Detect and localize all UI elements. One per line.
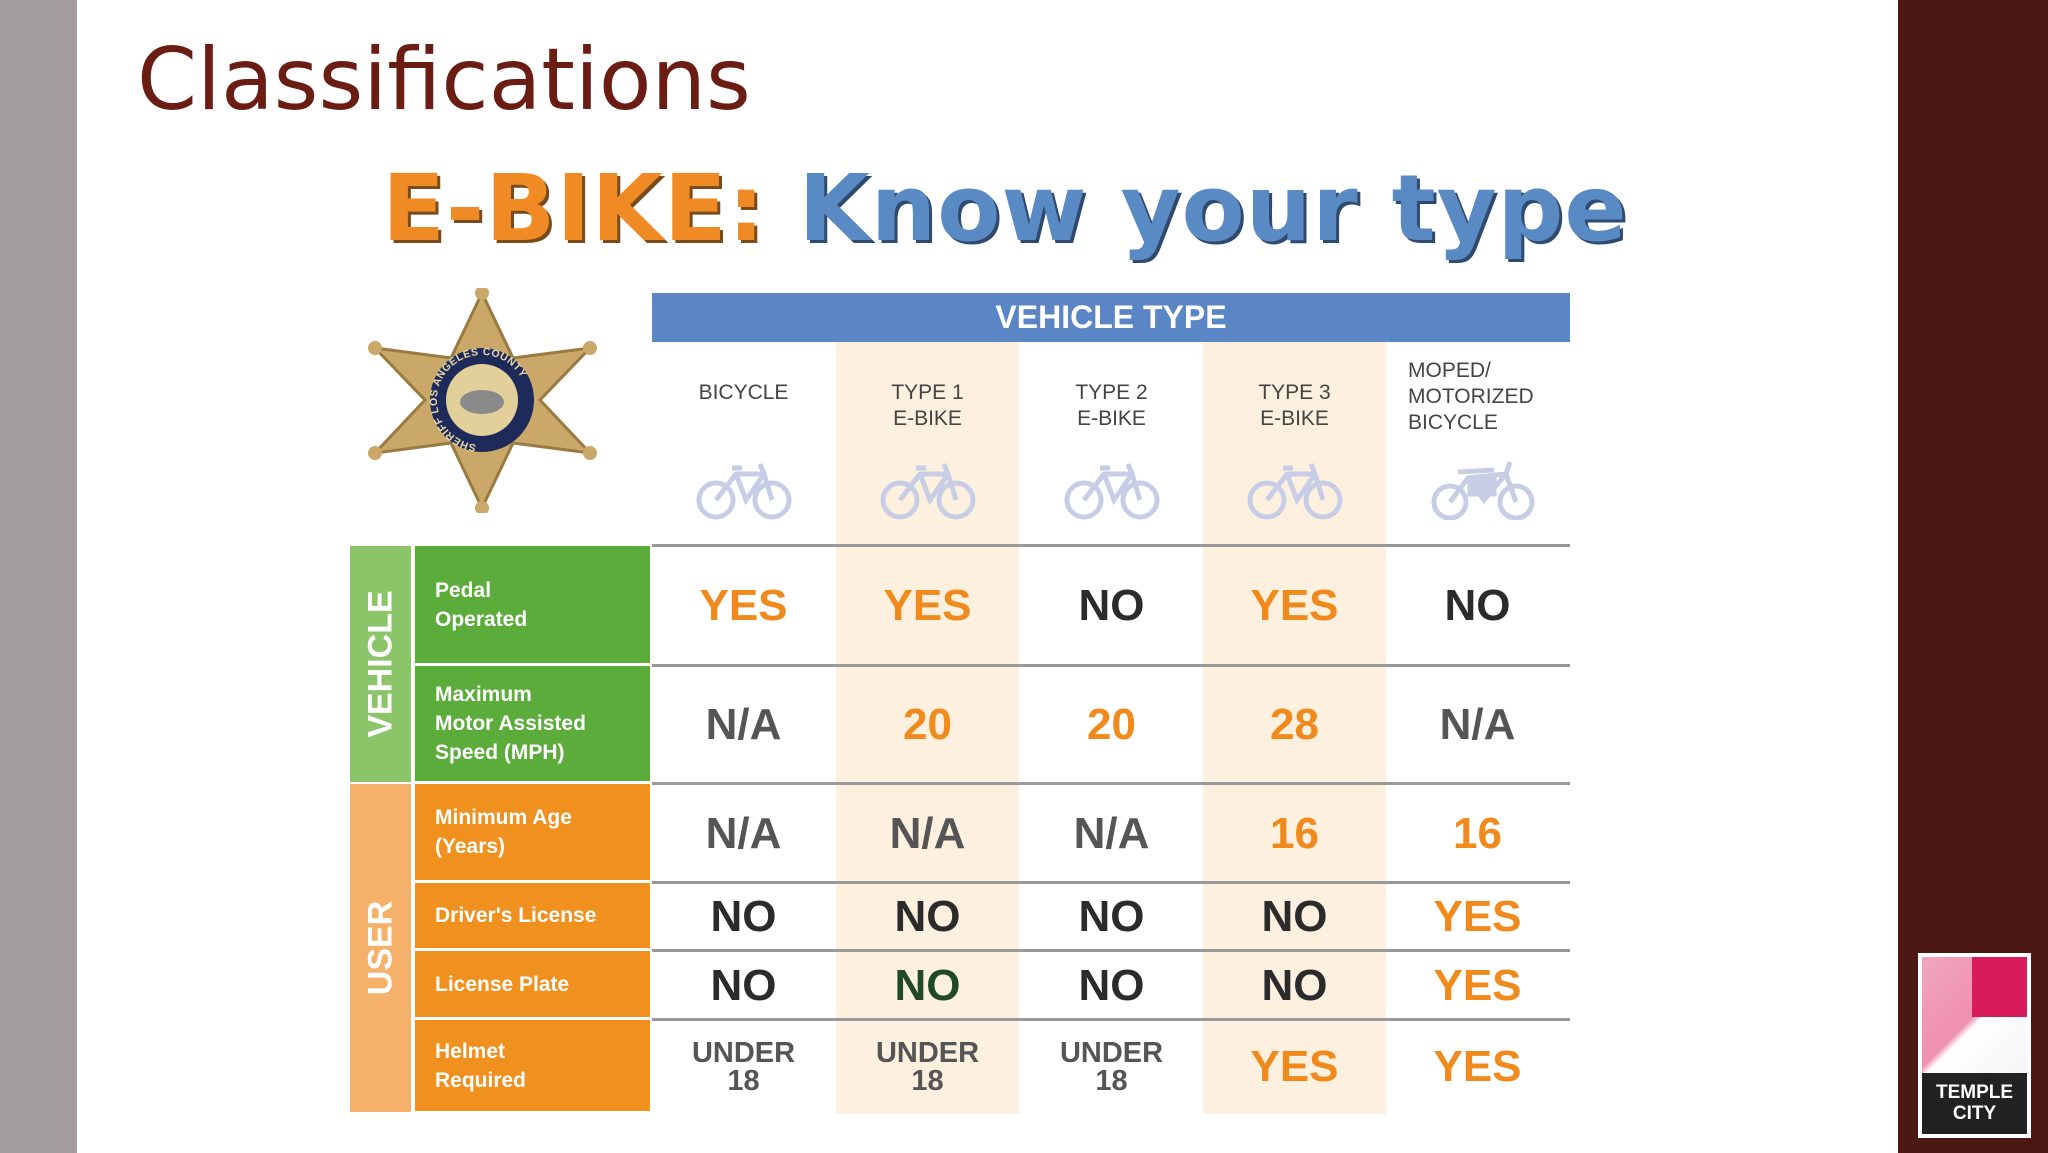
table-cell: N/A	[889, 808, 966, 858]
row-label: Maximum Motor Assisted Speed (MPH)	[415, 666, 650, 781]
logo-text: TEMPLE CITY	[1922, 1073, 2027, 1134]
table-cell: YES	[1433, 960, 1522, 1010]
row-label: License Plate	[415, 951, 650, 1017]
table-cell: 16	[1453, 808, 1502, 858]
ebike-banner: E-BIKE: Know your type	[350, 155, 1660, 262]
table-cell: YES	[1433, 892, 1522, 941]
table-cell: YES	[699, 581, 788, 630]
row-divider	[652, 1018, 1570, 1021]
table-cell: 20	[903, 700, 952, 749]
table-cell: NO	[1444, 581, 1511, 630]
table-cell: 20	[1087, 700, 1136, 749]
group-label-text: USER	[361, 900, 399, 996]
group-label-user: USER	[350, 784, 411, 1112]
column-header: TYPE 2 E-BIKE	[1020, 342, 1203, 546]
group-label-vehicle: VEHICLE	[350, 546, 411, 782]
table-cell: N/A	[705, 808, 782, 858]
table-cell: NO	[710, 892, 777, 941]
row-divider	[652, 782, 1570, 785]
slide-title: Classifications	[137, 30, 751, 130]
column-header: MOPED/ MOTORIZED BICYCLE	[1386, 342, 1569, 546]
column-header: TYPE 1 E-BIKE	[836, 342, 1019, 546]
table-cell: 16	[1270, 808, 1319, 858]
table-cell: NO	[1078, 581, 1145, 630]
table-cell: NO	[1078, 960, 1145, 1010]
table-cell: N/A	[705, 700, 782, 749]
row-label: Pedal Operated	[415, 546, 650, 663]
table-cell: YES	[1433, 1042, 1522, 1091]
table-cell: 28	[1270, 700, 1319, 749]
left-sidebar-bar	[0, 0, 77, 1153]
table-cell: NO	[894, 892, 961, 941]
sheriff-star-badge-icon: SHERIFF LOS ANGELES COUNTY	[368, 288, 597, 513]
table-cell: NO	[1261, 960, 1328, 1010]
banner-part1: E-BIKE:	[382, 155, 766, 262]
row-divider	[652, 881, 1570, 884]
table-cell: NO	[710, 960, 777, 1010]
row-divider	[652, 544, 1570, 547]
column-label: BICYCLE	[698, 381, 789, 404]
vehicle-type-header: VEHICLE TYPE	[652, 293, 1570, 342]
table-cell: N/A	[1439, 700, 1516, 749]
column-header: TYPE 3 E-BIKE	[1203, 342, 1386, 546]
table-cell: UNDER 18	[1059, 1037, 1164, 1097]
row-label: Helmet Required	[415, 1020, 650, 1111]
column-label: TYPE 3 E-BIKE	[1258, 381, 1331, 430]
table-cell: YES	[1250, 1042, 1339, 1091]
table-cell: NO	[1261, 892, 1328, 941]
column-label: TYPE 2 E-BIKE	[1075, 381, 1148, 430]
group-label-text: VEHICLE	[361, 590, 399, 738]
table-cell: UNDER 18	[875, 1037, 980, 1097]
table-cell: NO	[1078, 892, 1145, 941]
row-label: Minimum Age (Years)	[415, 784, 650, 880]
column-label: TYPE 1 E-BIKE	[891, 381, 964, 430]
row-label: Driver's License	[415, 883, 650, 948]
column-highlight	[836, 342, 1019, 1114]
column-header: BICYCLE	[652, 342, 835, 546]
banner-part2: Know your type	[798, 155, 1628, 262]
flower-graphic	[1922, 957, 2027, 1073]
row-divider	[652, 664, 1570, 667]
column-highlight	[1203, 342, 1386, 1114]
column-label: MOPED/ MOTORIZED BICYCLE	[1408, 359, 1534, 434]
table-cell: YES	[1250, 581, 1339, 630]
row-divider	[652, 949, 1570, 952]
table-cell: N/A	[1073, 808, 1150, 858]
temple-city-logo: TEMPLE CITY	[1918, 953, 2031, 1138]
table-cell: YES	[883, 581, 972, 630]
table-cell: NO	[894, 960, 961, 1010]
table-cell: UNDER 18	[691, 1037, 796, 1097]
